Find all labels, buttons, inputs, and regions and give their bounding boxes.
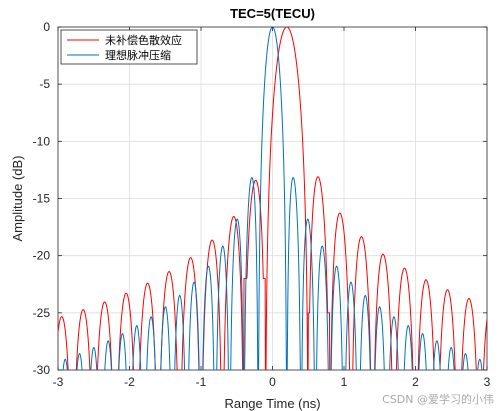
x-tick-label: -1 bbox=[196, 375, 207, 389]
series-line-1 bbox=[58, 27, 487, 370]
y-tick-label: -25 bbox=[33, 306, 51, 320]
x-tick-label: 2 bbox=[412, 375, 419, 389]
axis-ticks: -3 -2 -1 0 1 2 30-5-10-15-20-25-30 bbox=[33, 20, 491, 389]
y-tick-label: -15 bbox=[33, 192, 51, 206]
watermark: CSDN @爱学习的小伟 bbox=[382, 393, 494, 406]
chart-title: TEC=5(TECU) bbox=[230, 6, 315, 21]
legend: 未补偿色散效应 理想脉冲压缩 bbox=[60, 29, 198, 65]
x-tick-label: 3 bbox=[484, 375, 491, 389]
y-tick-label: -30 bbox=[33, 363, 51, 377]
x-axis-label: Range Time (ns) bbox=[224, 396, 320, 411]
y-tick-label: -5 bbox=[39, 77, 50, 91]
legend-label-series-1: 未补偿色散效应 bbox=[105, 33, 182, 47]
legend-box bbox=[60, 29, 198, 65]
y-axis-label: Amplitude (dB) bbox=[10, 156, 25, 242]
x-tick-label: -2 bbox=[124, 375, 135, 389]
x-tick-label: 1 bbox=[341, 375, 348, 389]
y-tick-label: 0 bbox=[43, 20, 50, 34]
y-tick-label: -10 bbox=[33, 134, 51, 148]
x-tick-label: 0 bbox=[269, 375, 276, 389]
series-layer bbox=[58, 27, 487, 370]
x-tick-label: -3 bbox=[53, 375, 64, 389]
grid bbox=[58, 27, 487, 370]
legend-label-series-2: 理想脉冲压缩 bbox=[105, 48, 171, 62]
y-tick-label: -20 bbox=[33, 249, 51, 263]
